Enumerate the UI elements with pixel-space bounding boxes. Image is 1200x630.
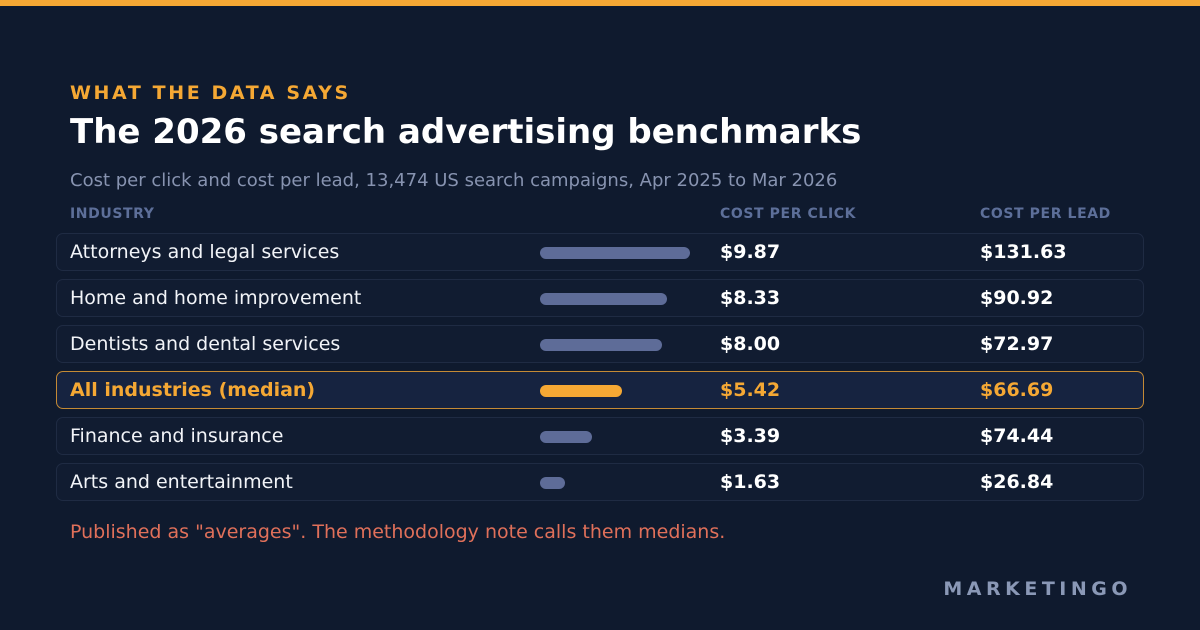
industry-label: Attorneys and legal services	[70, 241, 340, 263]
cpl-value: $66.69	[980, 379, 1054, 401]
top-accent-bar	[0, 0, 1200, 6]
cpc-bar	[540, 385, 622, 397]
cpc-value: $9.87	[720, 241, 781, 263]
cpc-bar	[540, 293, 667, 305]
cpc-bar-track	[540, 247, 700, 259]
table-row: Dentists and dental services $8.00 $72.97	[56, 325, 1144, 363]
table-row: Home and home improvement $8.33 $90.92	[56, 279, 1144, 317]
cpc-value: $8.33	[720, 287, 781, 309]
cpc-bar-track	[540, 293, 700, 305]
industry-label: Dentists and dental services	[70, 333, 341, 355]
page-title: The 2026 search advertising benchmarks	[70, 112, 862, 152]
industry-label: Home and home improvement	[70, 287, 362, 309]
cpl-value: $26.84	[980, 471, 1054, 493]
page-subtitle: Cost per click and cost per lead, 13,474…	[70, 170, 838, 191]
cpl-value: $90.92	[980, 287, 1054, 309]
footnote: Published as "averages". The methodology…	[70, 521, 726, 543]
table-row: Finance and insurance $3.39 $74.44	[56, 417, 1144, 455]
column-header-industry: INDUSTRY	[70, 206, 155, 222]
benchmark-table: Attorneys and legal services $9.87 $131.63…	[56, 233, 1144, 509]
cpc-bar	[540, 247, 690, 259]
industry-label: Finance and insurance	[70, 425, 284, 447]
cpc-bar	[540, 431, 592, 443]
column-header-cpc: COST PER CLICK	[720, 206, 857, 222]
cpc-bar-track	[540, 339, 700, 351]
table-row: All industries (median) $5.42 $66.69	[56, 371, 1144, 409]
cpl-value: $74.44	[980, 425, 1054, 447]
brand-logo-text: MARKETINGO	[943, 578, 1132, 600]
table-row: Arts and entertainment $1.63 $26.84	[56, 463, 1144, 501]
industry-label: Arts and entertainment	[70, 471, 293, 493]
cpc-value: $3.39	[720, 425, 781, 447]
cpc-value: $5.42	[720, 379, 781, 401]
cpc-bar-track	[540, 431, 700, 443]
cpl-value: $131.63	[980, 241, 1067, 263]
cpc-bar-track	[540, 477, 700, 489]
column-header-cpl: COST PER LEAD	[980, 206, 1111, 222]
cpc-value: $1.63	[720, 471, 781, 493]
cpc-bar-track	[540, 385, 700, 397]
industry-label: All industries (median)	[70, 379, 316, 401]
eyebrow-label: WHAT THE DATA SAYS	[70, 82, 351, 104]
table-row: Attorneys and legal services $9.87 $131.63	[56, 233, 1144, 271]
cpc-value: $8.00	[720, 333, 781, 355]
cpc-bar	[540, 477, 565, 489]
cpl-value: $72.97	[980, 333, 1054, 355]
cpc-bar	[540, 339, 662, 351]
